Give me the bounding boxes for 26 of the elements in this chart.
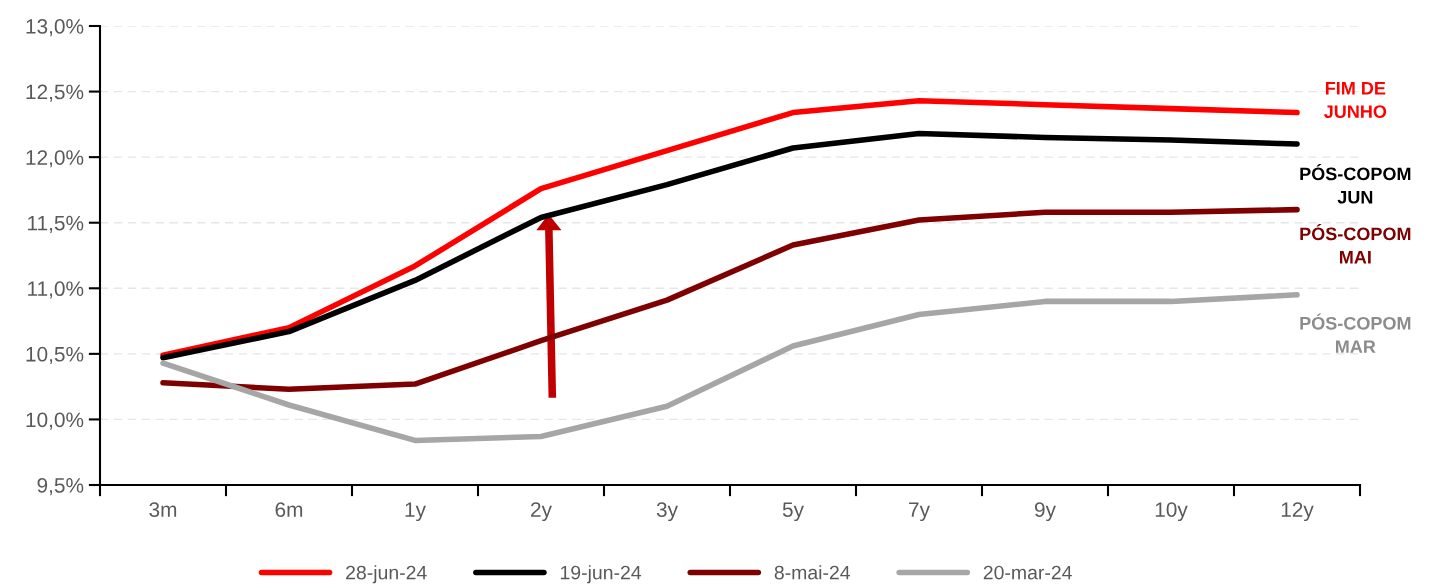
y-tick-label: 11,0% <box>28 281 84 299</box>
legend-label: 8-mai-24 <box>774 565 851 580</box>
annotation: FIM DE JUNHO <box>1324 82 1387 118</box>
x-tick-label: 2y <box>531 502 552 522</box>
y-tick-label: 10,5% <box>26 346 84 365</box>
x-tick-label: 6m <box>275 502 303 517</box>
x-tick-label: 9y <box>1034 502 1056 522</box>
legend-label: 20-mar-24 <box>983 565 1072 580</box>
x-tick-label: 10y <box>1155 502 1188 522</box>
y-tick-label: 11,5% <box>28 215 84 233</box>
annotation: PÓS-COPOM JUN <box>1300 164 1411 204</box>
legend-label: 19-jun-24 <box>560 565 642 584</box>
x-tick-label: 1y <box>405 502 426 522</box>
y-tick-label: 12,5% <box>26 84 84 102</box>
legend-label: 28-jun-24 <box>346 565 427 584</box>
y-tick-label: 13,0% <box>26 19 84 37</box>
x-tick-label: 3y <box>656 502 678 522</box>
y-tick-label: 12,0% <box>26 150 84 168</box>
x-tick-label: 7y <box>909 502 930 522</box>
x-tick-label: 3m <box>149 502 177 517</box>
annotation: PÓS-COPOM MAR <box>1300 313 1411 353</box>
y-tick-label: 9,5% <box>37 478 84 496</box>
y-tick-label: 10,0% <box>26 412 84 430</box>
x-tick-label: 5y <box>782 502 804 522</box>
x-tick-label: 12y <box>1281 502 1314 522</box>
annotation: PÓS-COPOM MAI <box>1300 224 1411 264</box>
